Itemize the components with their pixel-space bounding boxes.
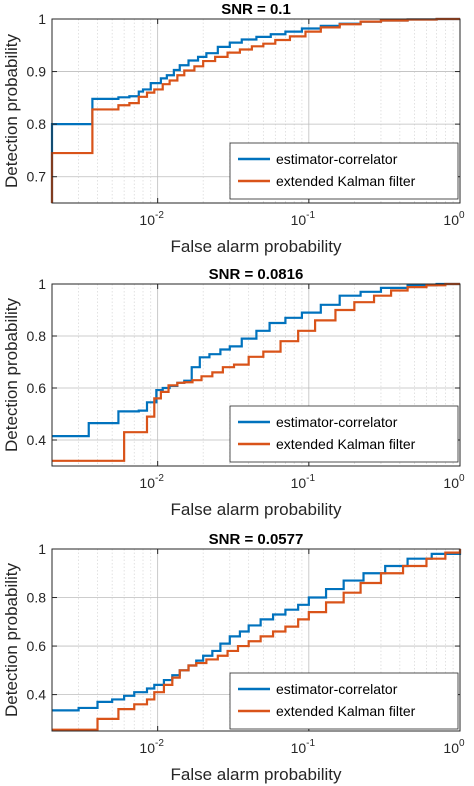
series-line-extended-kalman-filter [52, 282, 460, 462]
chart-title: SNR = 0.0816 [209, 266, 304, 283]
axes-box [51, 283, 461, 467]
x-axis-label: False alarm probability [170, 237, 342, 256]
legend-label: extended Kalman filter [276, 173, 416, 189]
chart-panel-2: 10-2 10-1 100 0.4 0.6 0.8 1 SNR = 0.0816 False a… [2, 266, 465, 519]
x-tick-label: 10-2 [139, 210, 164, 228]
series-line-extended-kalman-filter [50, 17, 460, 203]
legend: estimator-correlator extended Kalman filt… [229, 672, 459, 730]
series-line-estimator-correlator [52, 549, 462, 712]
y-axis-label: Detection probability [2, 297, 21, 452]
axes-box [51, 18, 461, 204]
legend-label: estimator-correlator [276, 681, 398, 697]
axes-box [51, 548, 461, 732]
x-tick-label: 10-2 [139, 738, 164, 756]
chart-title: SNR = 0.1 [221, 1, 291, 18]
y-axis-label: Detection probability [2, 562, 21, 717]
series-line-extended-kalman-filter [52, 549, 462, 731]
legend-label: extended Kalman filter [276, 703, 416, 719]
y-tick-label: 0.7 [27, 169, 47, 185]
legend-label: extended Kalman filter [276, 436, 416, 452]
y-tick-label: 1 [38, 11, 46, 27]
y-tick-label: 0.8 [27, 590, 47, 606]
legend-label: estimator-correlator [276, 414, 398, 430]
x-tick-label: 100 [443, 738, 465, 756]
y-tick-label: 0.9 [27, 64, 47, 80]
chart-panel-3: 10-2 10-1 100 0.4 0.6 0.8 1 SNR = 0.0577 False a… [2, 531, 465, 784]
y-tick-label: 1 [38, 541, 46, 557]
chart-title: SNR = 0.0577 [209, 531, 304, 548]
y-tick-label: 0.4 [27, 687, 47, 703]
y-tick-label: 0.4 [27, 432, 47, 448]
x-tick-label: 100 [443, 210, 465, 228]
legend-box [229, 672, 459, 730]
x-tick-label: 10-1 [291, 738, 316, 756]
legend-box [229, 405, 459, 463]
y-tick-label: 1 [38, 276, 46, 292]
y-tick-label: 0.6 [27, 380, 47, 396]
y-tick-label: 0.8 [27, 116, 47, 132]
legend: estimator-correlator extended Kalman filt… [229, 142, 459, 200]
legend-box [229, 142, 459, 200]
x-tick-label: 100 [443, 473, 465, 491]
legend: estimator-correlator extended Kalman filt… [229, 405, 459, 463]
y-axis-label: Detection probability [2, 33, 21, 188]
series-line-estimator-correlator [52, 282, 460, 438]
x-tick-label: 10-1 [291, 473, 316, 491]
x-tick-label: 10-1 [291, 210, 316, 228]
y-tick-label: 0.8 [27, 328, 47, 344]
x-tick-label: 10-2 [139, 473, 164, 491]
chart-panel-1: 10-2 10-1 100 0.7 0.8 0.9 1 SNR = 0.1 False alar… [2, 1, 465, 256]
legend-label: estimator-correlator [276, 151, 398, 167]
y-tick-label: 0.6 [27, 638, 47, 654]
x-axis-label: False alarm probability [170, 500, 342, 519]
x-axis-label: False alarm probability [170, 765, 342, 784]
